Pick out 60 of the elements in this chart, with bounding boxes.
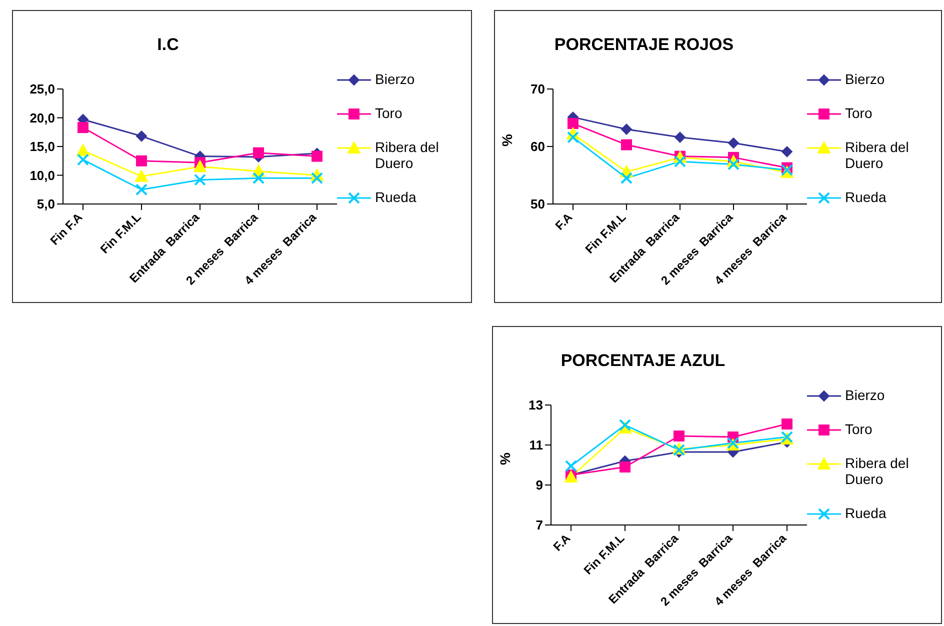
point [782, 418, 792, 430]
point [78, 122, 88, 134]
chart-title: PORCENTAJE ROJOS [553, 35, 735, 55]
point [77, 154, 89, 166]
y-tick-label: 15,0 [30, 139, 55, 154]
y-tick-label: 20,0 [30, 110, 55, 126]
point [674, 132, 686, 143]
legend-label: Bierzo [845, 387, 885, 403]
point [674, 430, 684, 442]
point [253, 147, 264, 158]
point [620, 462, 630, 472]
point [621, 139, 632, 150]
legend-label: Ribera del Duero [375, 139, 440, 171]
chart-title: I.C [156, 35, 180, 55]
point [568, 118, 578, 129]
x-tick-label: Fin F.A [47, 210, 86, 248]
y-tick-label: 25,0 [30, 82, 55, 97]
point [311, 172, 323, 184]
point [619, 419, 631, 431]
x-tick-label: F.A [550, 530, 574, 554]
point [620, 172, 632, 184]
legend-label: Toro [845, 421, 872, 437]
y-tick-label: 13 [528, 398, 543, 413]
y-tick-label: 5,0 [36, 196, 55, 212]
y-tick-label: 11 [529, 438, 543, 453]
point [136, 184, 148, 196]
point [76, 144, 90, 156]
point [252, 172, 264, 184]
point [136, 130, 147, 142]
point [728, 158, 740, 170]
point [728, 138, 739, 149]
y-tick-label: 10,0 [30, 168, 55, 183]
point [194, 174, 206, 186]
point [194, 160, 206, 172]
legend-label: Ribera del Duero [845, 455, 910, 487]
legend-label: Bierzo [375, 71, 415, 87]
chart-title: PORCENTAJE AZUL [560, 351, 726, 371]
legend-label: Rueda [845, 189, 886, 205]
x-tick-label: F.A [552, 210, 576, 233]
point [674, 155, 686, 168]
y-tick-label: 9 [536, 478, 543, 493]
point [135, 170, 148, 182]
point [565, 460, 577, 472]
point [136, 155, 147, 166]
legend-label: Rueda [375, 189, 416, 205]
legend-label: Toro [375, 105, 402, 121]
y-tick-label: 50 [530, 196, 545, 212]
legend-label: Ribera del Duero [845, 139, 910, 171]
legend-label: Toro [845, 105, 872, 121]
point [621, 124, 632, 135]
y-tick-label: 70 [530, 82, 545, 97]
point [312, 150, 322, 162]
y-axis-title: % [498, 134, 515, 146]
legend-label: Bierzo [845, 71, 885, 87]
y-tick-label: 60 [530, 139, 545, 154]
point [567, 131, 579, 144]
legend-label: Rueda [845, 505, 886, 521]
point [782, 146, 792, 158]
y-axis-title: % [496, 452, 513, 465]
y-tick-label: 7 [536, 518, 543, 533]
